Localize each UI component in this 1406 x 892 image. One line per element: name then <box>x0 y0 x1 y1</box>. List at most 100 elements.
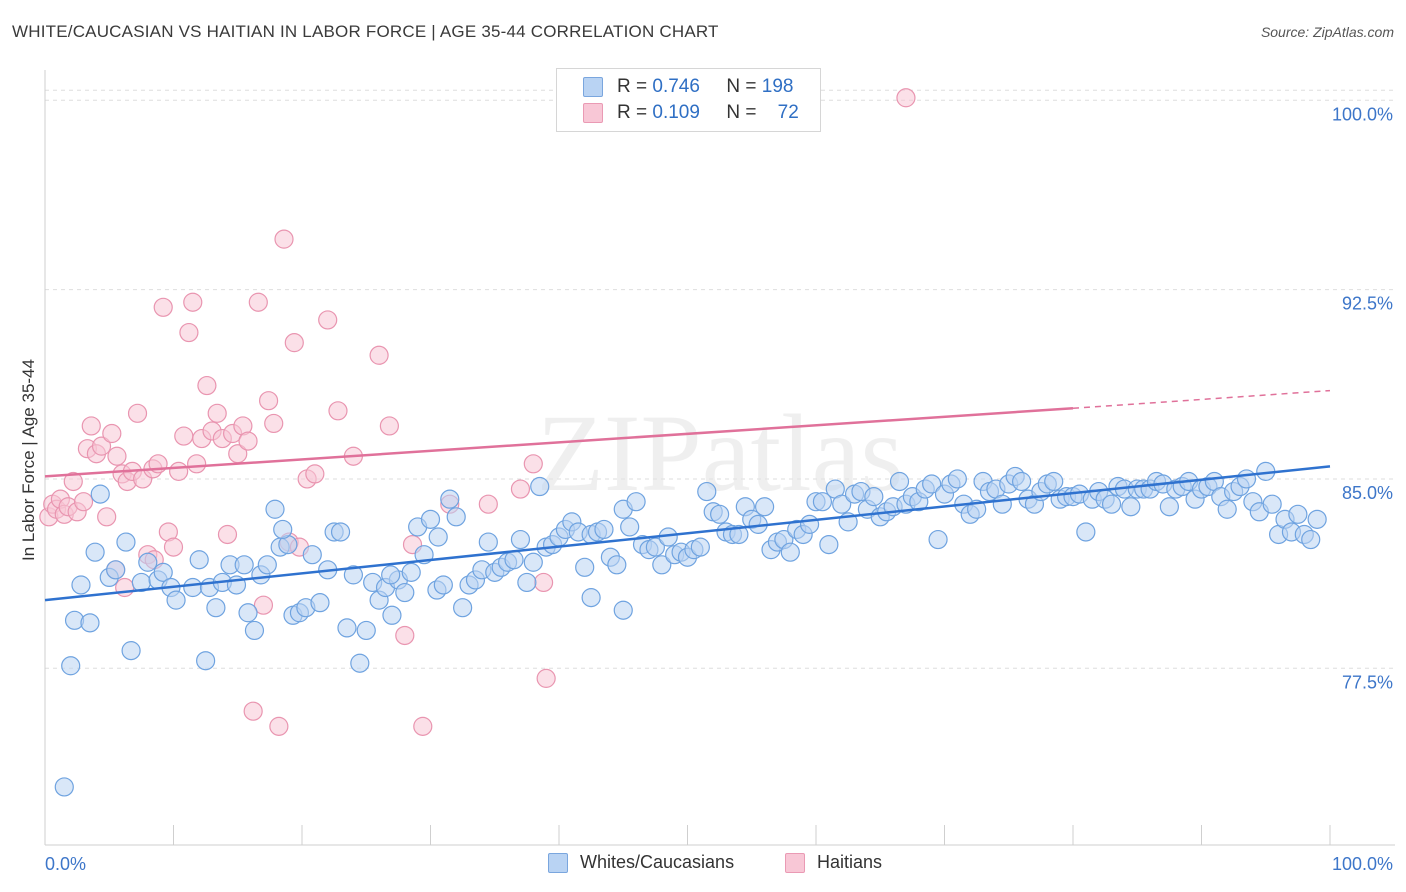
haitians-point <box>127 403 148 423</box>
whites-point <box>799 514 820 534</box>
whites-point <box>1307 509 1327 529</box>
bottom-legend-label: Whites/Caucasians <box>580 852 735 872</box>
source-label: Source: ZipAtlas.com <box>1260 24 1394 40</box>
haitians-point <box>258 391 279 411</box>
haitians-point <box>510 479 531 499</box>
haitians-point <box>533 572 554 593</box>
whites-point <box>754 497 775 517</box>
haitians-point <box>91 436 112 456</box>
whites-point <box>453 598 473 618</box>
y-tick-label: 92.5% <box>1342 294 1393 314</box>
y-axis-label: In Labor Force | Age 35-44 <box>19 359 38 561</box>
whites-point <box>395 582 415 603</box>
legend-row-whites: R = 0.746 N = 198 <box>583 75 793 99</box>
haitians-point <box>896 88 916 108</box>
whites-point <box>697 481 717 502</box>
whites-point <box>1101 494 1122 514</box>
whites-point <box>992 494 1012 514</box>
r-label: R = <box>617 102 648 123</box>
haitians-point <box>63 471 83 492</box>
whites-point <box>446 507 466 527</box>
legend-swatch-blue <box>548 852 568 873</box>
whites-point <box>607 555 627 575</box>
haitians-point <box>107 446 127 466</box>
whites-point <box>613 600 633 620</box>
legend-swatch-blue <box>583 77 603 97</box>
whites-point <box>166 590 186 610</box>
whites-point <box>337 618 357 638</box>
haitians-point <box>217 524 238 545</box>
whites-point <box>1011 471 1032 492</box>
whites-point <box>381 565 401 585</box>
whites-point <box>1262 494 1282 514</box>
r-value: 0.109 <box>652 102 700 123</box>
whites-point <box>594 519 614 540</box>
whites-point <box>433 575 453 595</box>
whites-point <box>652 555 672 575</box>
haitians-point <box>395 625 415 646</box>
whites-point <box>85 542 105 562</box>
whites-point <box>54 777 74 797</box>
whites-point <box>138 552 158 572</box>
whites-point <box>238 603 258 623</box>
whites-point <box>350 653 370 673</box>
whites-point <box>61 656 81 676</box>
whites-point <box>183 577 203 598</box>
whites-point <box>196 651 216 671</box>
whites-point <box>1044 471 1064 492</box>
whites-point <box>780 542 800 562</box>
whites-point <box>530 476 550 497</box>
whites-point <box>710 504 730 524</box>
haitians-point <box>207 403 227 423</box>
r-label: R = <box>617 76 648 97</box>
haitians-point <box>73 492 94 512</box>
whites-point <box>420 509 441 529</box>
bottom-legend-label: Haitians <box>817 852 883 872</box>
whites-point <box>1121 497 1141 517</box>
haitians-point <box>269 716 289 736</box>
whites-point <box>90 484 110 504</box>
whites-point <box>440 489 460 509</box>
haitians-point <box>187 454 207 474</box>
whites-point <box>116 532 136 552</box>
haitians-point <box>523 454 543 474</box>
whites-points <box>54 461 1327 797</box>
stats-legend: R = 0.746 N = 198 R = 0.109 N = 72 <box>556 68 821 132</box>
whites-point <box>153 562 173 582</box>
whites-point <box>121 641 141 661</box>
whites-point <box>428 527 448 547</box>
haitians-point <box>169 461 189 481</box>
whites-point <box>71 575 91 595</box>
haitians-point <box>248 292 268 312</box>
haitians-point <box>369 345 389 365</box>
whites-point <box>330 522 351 542</box>
haitians-point <box>243 701 263 721</box>
whites-point <box>1236 469 1257 489</box>
haitians-point <box>379 416 399 436</box>
whites-point <box>189 550 209 570</box>
haitians-point <box>179 322 199 343</box>
n-label: N = <box>726 102 757 123</box>
whites-point <box>1159 497 1179 517</box>
whites-point <box>265 499 285 519</box>
whites-point <box>928 529 948 550</box>
whites-point <box>645 537 665 557</box>
haitians-point <box>305 464 325 484</box>
whites-point <box>401 562 421 582</box>
whites-point <box>273 519 293 540</box>
haitians-point <box>174 426 194 446</box>
haitians-point <box>253 595 274 615</box>
legend-swatch-pink <box>583 103 603 123</box>
n-label: N = <box>726 76 757 97</box>
whites-point <box>832 494 852 514</box>
haitians-point <box>264 413 284 434</box>
legend-row-haitians: R = 0.109 N = 72 <box>583 101 799 125</box>
chart-title: WHITE/CAUCASIAN VS HAITIAN IN LABOR FORC… <box>12 22 719 41</box>
haitians-point <box>413 716 433 736</box>
whites-point <box>257 555 277 575</box>
gridlines <box>45 89 1395 669</box>
whites-point <box>1301 529 1321 550</box>
whites-point <box>620 517 640 537</box>
haitians-point <box>536 668 556 688</box>
haitians-point <box>284 333 304 353</box>
